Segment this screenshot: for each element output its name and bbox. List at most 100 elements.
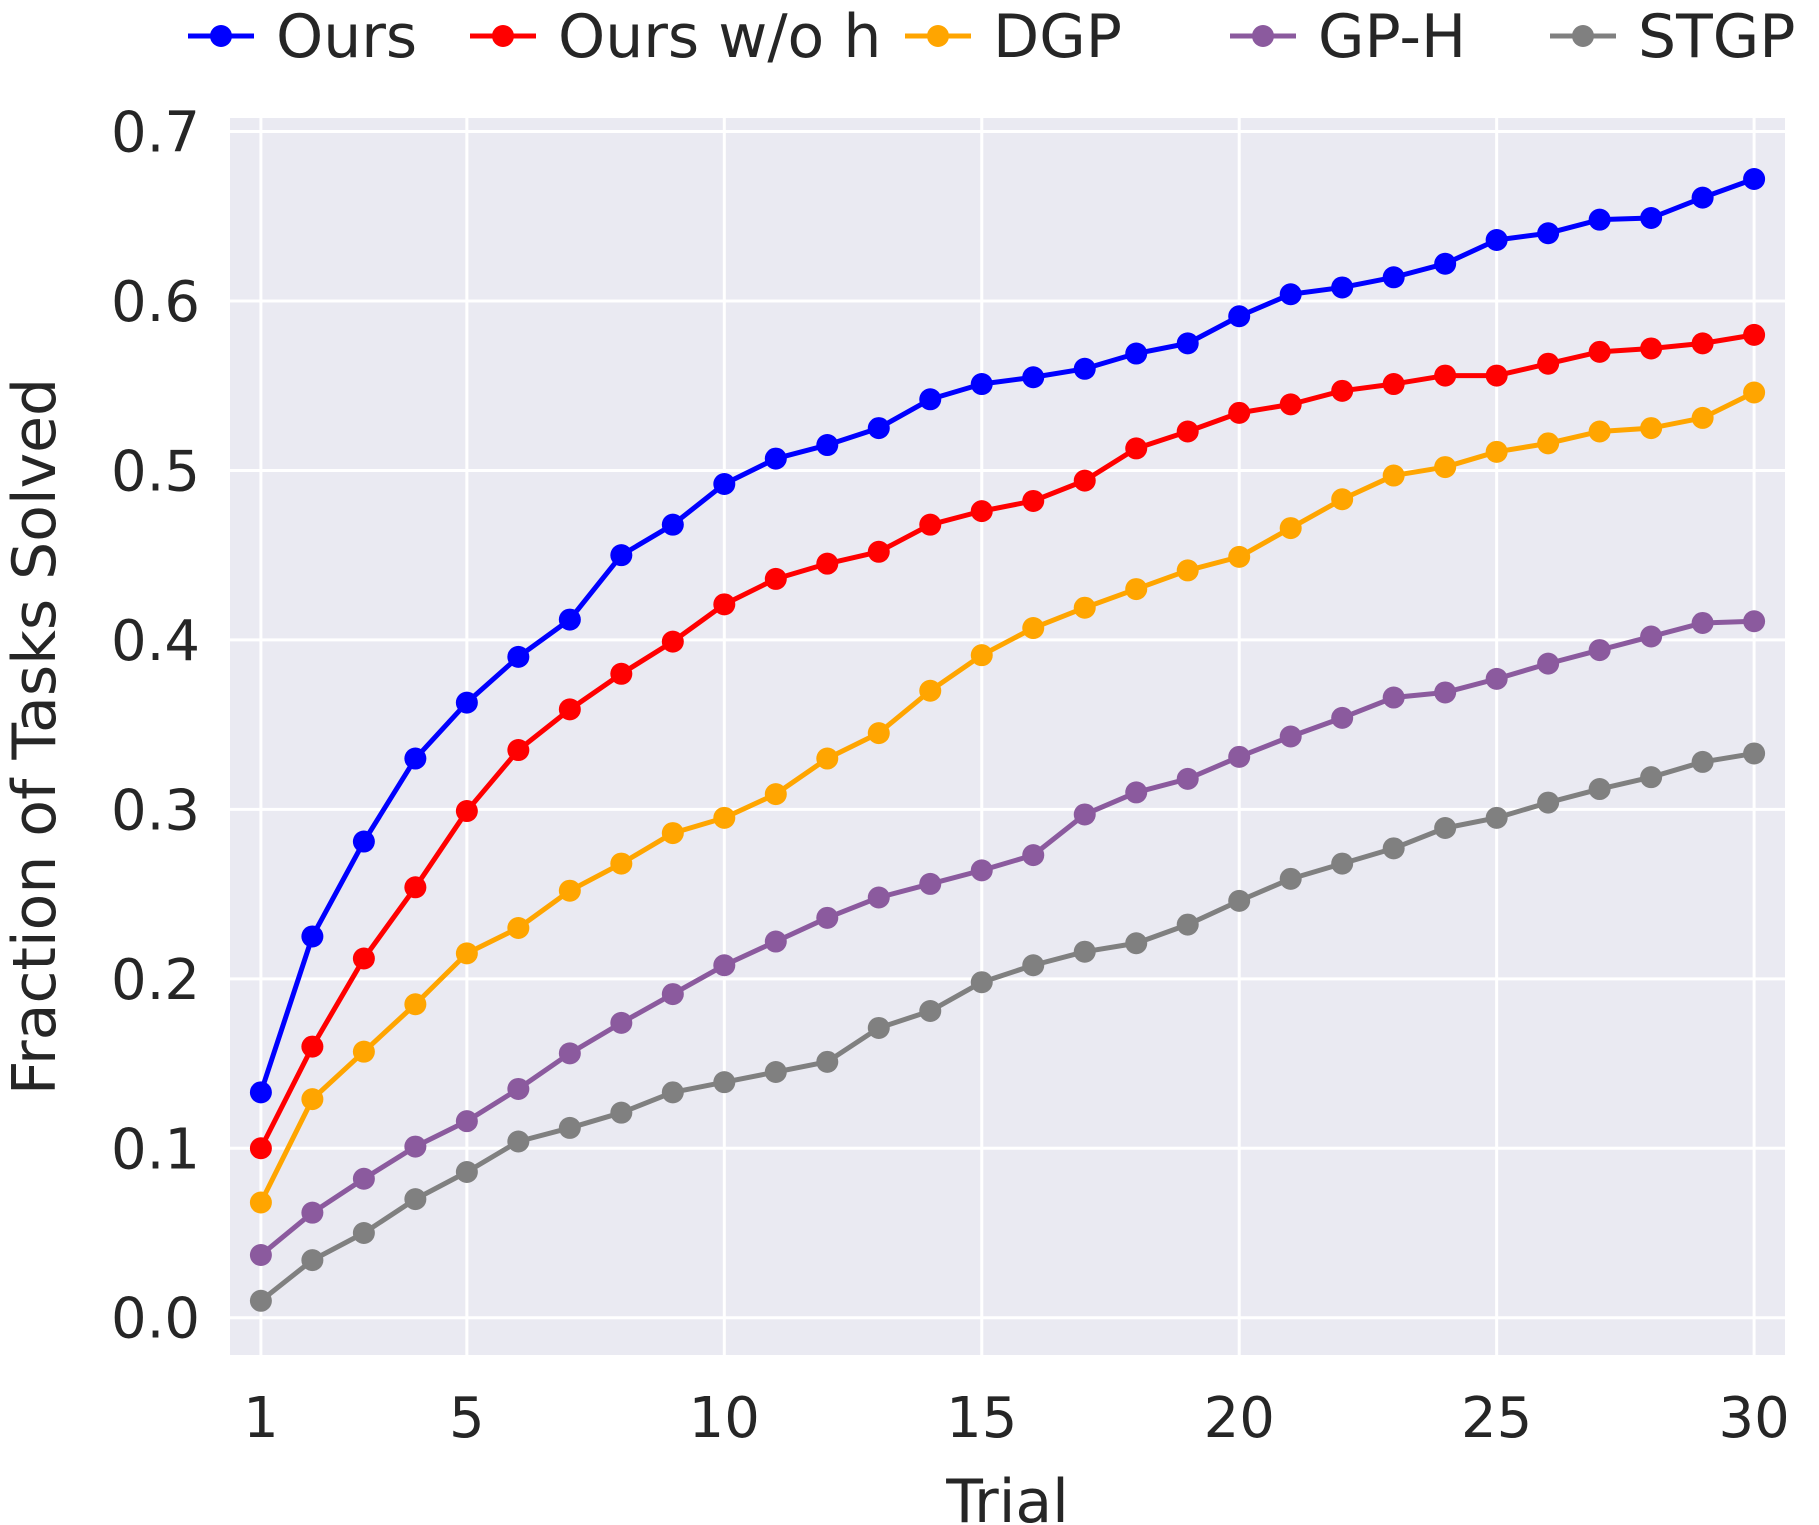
data-point	[455, 1160, 478, 1183]
data-point	[1073, 803, 1096, 826]
data-point	[1743, 610, 1766, 633]
data-point	[1125, 932, 1148, 955]
data-point	[1073, 596, 1096, 619]
data-point	[1228, 545, 1251, 568]
data-point	[1434, 681, 1457, 704]
data-point	[1588, 420, 1611, 443]
x-tick-label: 5	[449, 1386, 485, 1451]
data-point	[867, 722, 890, 745]
data-point	[764, 783, 787, 806]
data-point	[1125, 781, 1148, 804]
data-point	[301, 1035, 324, 1058]
data-point	[1022, 366, 1045, 389]
data-point	[1022, 954, 1045, 977]
data-point	[1537, 222, 1560, 245]
x-gridlines	[259, 118, 1756, 1355]
data-point	[558, 608, 581, 631]
data-point	[1279, 283, 1302, 306]
series-ours	[249, 168, 1766, 1104]
data-point	[661, 630, 684, 653]
data-point	[1228, 889, 1251, 912]
data-point	[352, 830, 375, 853]
y-tick-label: 0.1	[111, 1117, 200, 1182]
legend-label: Ours	[276, 2, 417, 72]
data-point	[1485, 364, 1508, 387]
data-point	[1640, 766, 1663, 789]
data-point	[1382, 373, 1405, 396]
data-point	[1588, 340, 1611, 363]
data-point	[661, 983, 684, 1006]
data-point	[404, 1135, 427, 1158]
data-point	[301, 1088, 324, 1111]
data-point	[713, 954, 736, 977]
data-point	[1022, 617, 1045, 640]
data-point	[816, 747, 839, 770]
data-point	[1537, 652, 1560, 675]
data-point	[919, 1000, 942, 1023]
data-point	[352, 1167, 375, 1190]
data-point	[455, 1110, 478, 1133]
data-point	[404, 876, 427, 899]
data-point	[1279, 867, 1302, 890]
data-point	[1279, 725, 1302, 748]
data-point	[301, 1201, 324, 1224]
data-point	[558, 1116, 581, 1139]
series-dgp	[249, 381, 1766, 1214]
series-gp-h	[249, 610, 1766, 1267]
data-point	[507, 1077, 530, 1100]
data-point	[1588, 208, 1611, 231]
data-point	[1073, 469, 1096, 492]
data-point	[867, 540, 890, 563]
data-point	[1588, 639, 1611, 662]
data-point	[455, 691, 478, 714]
legend-label: STGP	[1638, 2, 1795, 72]
x-tick-label: 20	[1204, 1386, 1275, 1451]
legend-item: DGP	[905, 2, 1122, 72]
y-tick-label: 0.3	[111, 778, 200, 843]
data-point	[1382, 266, 1405, 289]
y-gridlines	[230, 130, 1785, 1320]
y-tick-label: 0.0	[111, 1287, 200, 1352]
data-point	[1331, 276, 1354, 299]
data-point	[764, 447, 787, 470]
data-point	[1228, 745, 1251, 768]
data-point	[1331, 488, 1354, 511]
series-stgp	[249, 742, 1766, 1312]
data-point	[1279, 393, 1302, 416]
data-point	[610, 544, 633, 567]
data-point	[970, 859, 993, 882]
data-point	[1279, 517, 1302, 540]
data-point	[970, 373, 993, 396]
data-point	[1588, 778, 1611, 801]
data-point	[1382, 464, 1405, 487]
data-point	[1434, 252, 1457, 275]
data-point	[970, 644, 993, 667]
data-point	[1176, 332, 1199, 355]
data-point	[919, 388, 942, 411]
data-point	[1537, 791, 1560, 814]
data-point	[1640, 206, 1663, 229]
data-point	[713, 1071, 736, 1094]
data-point	[1022, 844, 1045, 867]
y-tick-label: 0.6	[111, 270, 200, 335]
x-tick-label: 25	[1461, 1386, 1532, 1451]
data-point	[1022, 489, 1045, 512]
data-point	[352, 1040, 375, 1063]
data-point	[507, 645, 530, 668]
y-tick-label: 0.2	[111, 948, 200, 1013]
series-ours-w-o-h	[249, 323, 1766, 1160]
y-tick-label: 0.7	[111, 101, 200, 166]
y-tick-label: 0.5	[111, 439, 200, 504]
data-point	[1691, 750, 1714, 773]
y-tick-labels: 0.0 0.1 0.2 0.3 0.4 0.5 0.6 0.7	[111, 101, 200, 1352]
data-point	[1125, 342, 1148, 365]
data-point	[1691, 332, 1714, 355]
data-point	[1125, 578, 1148, 601]
data-point	[1691, 186, 1714, 209]
x-tick-label: 30	[1718, 1386, 1789, 1451]
data-point	[404, 747, 427, 770]
data-point	[1434, 456, 1457, 479]
data-point	[970, 500, 993, 523]
data-point	[919, 513, 942, 536]
